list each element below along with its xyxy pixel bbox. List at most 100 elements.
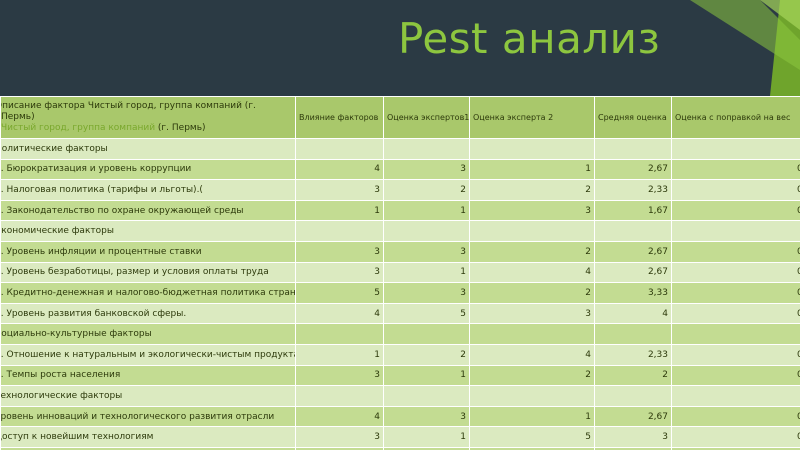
cell-weighted: 0,07 xyxy=(671,343,800,366)
table-row: 2. Уровень безработицы, размер и условия… xyxy=(0,261,800,284)
cell-expert1 xyxy=(383,323,470,345)
cell-expert2: 2 xyxy=(469,179,595,201)
cell-weighted xyxy=(671,385,800,407)
cell-weighted: 0,24 xyxy=(671,261,800,284)
header-description: Описание фактора Чистый город, группа ко… xyxy=(0,96,296,139)
cell-influence xyxy=(295,138,384,160)
header-weighted: Оценка с поправкой на вес xyxy=(671,96,800,139)
cell-weighted xyxy=(671,446,800,450)
cell-expert1: 2 xyxy=(383,179,470,201)
cell-expert2: 3 xyxy=(469,302,595,325)
header-description-line2: (г. Пермь) xyxy=(155,123,206,133)
slide-title: Pest анализ xyxy=(398,14,661,63)
header-average: Средняя оценка xyxy=(594,96,672,139)
table-row: 3. Законодательство по охране окружающей… xyxy=(0,199,800,222)
cell-average: 3 xyxy=(594,426,672,448)
cell-average: 2,67 xyxy=(594,261,672,284)
cell-expert2: 2 xyxy=(469,240,595,263)
cell-factor-name: Уровень инноваций и технологического раз… xyxy=(0,405,296,428)
cell-average xyxy=(594,385,672,407)
cell-average: 2,33 xyxy=(594,179,672,201)
cell-expert2: 2 xyxy=(469,282,595,304)
cell-average: 2,33 xyxy=(594,343,672,366)
cell-expert1: 5 xyxy=(383,302,470,325)
cell-average: 2,67 xyxy=(594,158,672,181)
header-influence: Влияние факторов xyxy=(295,96,384,139)
cell-expert1: 3 xyxy=(383,405,470,428)
cell-weighted: 0,47 xyxy=(671,302,800,325)
table-row: 1. Отношение к натуральным и экологическ… xyxy=(0,343,800,366)
cell-average: 2,67 xyxy=(594,240,672,263)
cell-weighted: 0,31 xyxy=(671,405,800,428)
cell-influence: 1 xyxy=(295,343,384,366)
table-row: 3. Кредитно-денежная и налогово-бюджетна… xyxy=(0,282,800,304)
cell-influence: 3 xyxy=(295,261,384,284)
cell-influence: 3 xyxy=(295,426,384,448)
cell-expert1 xyxy=(383,138,470,160)
cell-influence: 3 xyxy=(295,240,384,263)
cell-factor-name: 2. Налоговая политика (тарифы и льготы).… xyxy=(0,179,296,201)
cell-average xyxy=(594,220,672,242)
cell-factor-name: Доступ к новейшим технологиям xyxy=(0,426,296,448)
cell-influence: 1 xyxy=(295,199,384,222)
cell-influence: 4 xyxy=(295,158,384,181)
cell-weighted: 0,31 xyxy=(671,158,800,181)
cell-expert1: 2 xyxy=(383,343,470,366)
cell-expert1: 1 xyxy=(383,261,470,284)
cell-factor-name: 1. Отношение к натуральным и экологическ… xyxy=(0,343,296,366)
cell-expert1: 3 xyxy=(383,282,470,304)
table-row: 1. Бюрократизация и уровень коррупции 4 3 1… xyxy=(0,158,800,181)
cell-expert2 xyxy=(469,385,595,407)
cell-expert1: 1 xyxy=(383,199,470,222)
cell-influence: 4 xyxy=(295,405,384,428)
table-row: 4. Уровень развития банковской сферы. 4 5 3… xyxy=(0,302,800,325)
cell-expert2: 4 xyxy=(469,261,595,284)
table-row: Политические факторы xyxy=(0,138,800,160)
header-description-line1: Описание фактора Чистый город, группа ко… xyxy=(0,101,256,122)
table-row: Итог342,67 xyxy=(0,446,800,450)
cell-factor-name: Экономические факторы xyxy=(0,220,296,242)
cell-expert1: 1 xyxy=(383,426,470,448)
cell-expert2: 1 xyxy=(469,405,595,428)
cell-influence xyxy=(295,323,384,345)
cell-average: 2 xyxy=(594,364,672,387)
cell-expert2: 2 xyxy=(469,364,595,387)
cell-influence xyxy=(295,385,384,407)
cell-influence: 4 xyxy=(295,302,384,325)
table-row: Экономические факторы xyxy=(0,220,800,242)
cell-factor-name: Политические факторы xyxy=(0,138,296,160)
cell-factor-name: 2. Темпы роста населения xyxy=(0,364,296,387)
header-expert2: Оценка эксперта 2 xyxy=(469,96,595,139)
cell-weighted xyxy=(671,138,800,160)
table-row: Технологические факторы xyxy=(0,385,800,407)
cell-factor-name: 1. Бюрократизация и уровень коррупции xyxy=(0,158,296,181)
cell-factor-name: 2. Уровень безработицы, размер и условия… xyxy=(0,261,296,284)
table-row: Уровень инноваций и технологического раз… xyxy=(0,405,800,428)
table-row: Социально-культурные факторы xyxy=(0,323,800,345)
cell-influence: 3 xyxy=(295,179,384,201)
cell-expert1: 3 xyxy=(383,158,470,181)
cell-influence: 5 xyxy=(295,282,384,304)
cell-factor-name: Технологические факторы xyxy=(0,385,296,407)
cell-influence xyxy=(295,220,384,242)
table-row: 2. Налоговая политика (тарифы и льготы).… xyxy=(0,179,800,201)
pest-table: Описание фактора Чистый город, группа ко… xyxy=(0,96,800,450)
cell-factor-name: 3. Законодательство по охране окружающей… xyxy=(0,199,296,222)
cell-expert1 xyxy=(383,220,470,242)
cell-weighted: 0,05 xyxy=(671,199,800,222)
cell-expert1: 1 xyxy=(383,364,470,387)
table-row: Доступ к новейшим технологиям31530,26 xyxy=(0,426,800,448)
cell-expert2: 1 xyxy=(469,158,595,181)
cell-average xyxy=(594,138,672,160)
cell-weighted xyxy=(671,220,800,242)
table-row: 1. Уровень инфляции и процентные ставки 3… xyxy=(0,240,800,263)
table-header-row: Описание фактора Чистый город, группа ко… xyxy=(0,96,800,139)
cell-factor-name: 4. Уровень развития банковской сферы. xyxy=(0,302,296,325)
cell-factor-name: 3. Кредитно-денежная и налогово-бюджетна… xyxy=(0,282,296,304)
cell-expert2 xyxy=(469,138,595,160)
header-company-link[interactable]: Чистый город, группа компаний xyxy=(1,123,156,133)
cell-expert2 xyxy=(469,220,595,242)
header-expert1: Оценка экспертов1 xyxy=(383,96,470,139)
cell-influence: 3 xyxy=(295,364,384,387)
table-row: 2. Темпы роста населения31220,18 xyxy=(0,364,800,387)
